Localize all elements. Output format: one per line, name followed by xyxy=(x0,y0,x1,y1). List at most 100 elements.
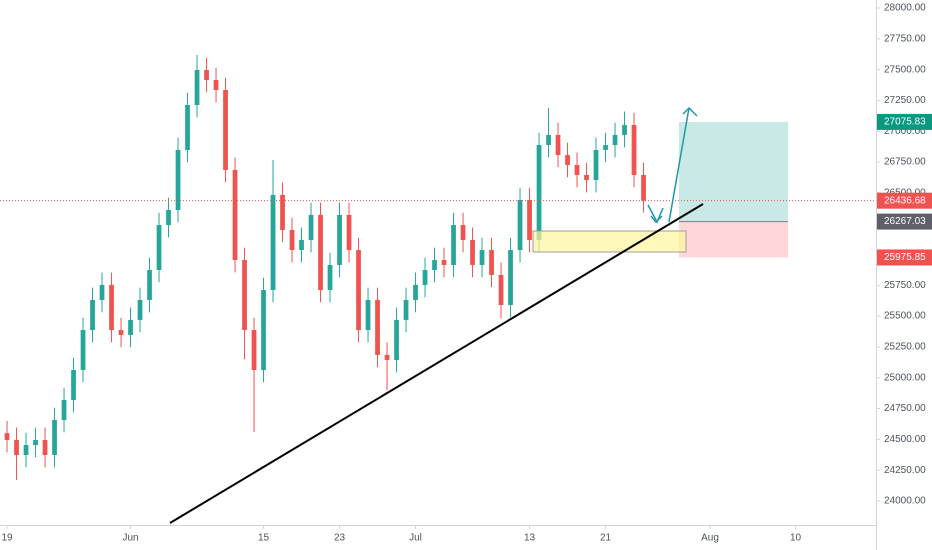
candle-body xyxy=(432,260,437,271)
candle-body xyxy=(242,260,247,331)
candle-body xyxy=(384,354,390,360)
candle-body xyxy=(593,149,599,181)
candle-body xyxy=(308,214,314,240)
target-zone xyxy=(679,121,788,222)
candle-body xyxy=(356,250,361,331)
candle-body xyxy=(280,194,285,230)
candle-body xyxy=(546,134,551,146)
x-tick-label: 21 xyxy=(600,533,612,544)
candle-body xyxy=(413,284,418,300)
candle-body xyxy=(261,289,266,370)
candle-body xyxy=(441,260,447,265)
price-label-box xyxy=(877,213,932,230)
drawings xyxy=(679,121,788,258)
candles xyxy=(0,54,876,481)
price-label-box xyxy=(877,249,932,266)
x-tick-label: 15 xyxy=(258,533,270,544)
price-label: 26436.68 xyxy=(884,195,926,206)
y-tick-label: 25500.00 xyxy=(884,311,926,322)
candle-body xyxy=(14,439,19,455)
candle-body xyxy=(508,250,513,306)
candle-body xyxy=(603,145,608,150)
candle-body xyxy=(498,274,504,306)
candle-body xyxy=(61,400,67,420)
y-tick-label: 25250.00 xyxy=(884,342,926,353)
candle-body xyxy=(536,145,542,240)
candle-body xyxy=(194,70,200,105)
candle-body xyxy=(641,175,646,201)
y-tick-label: 24000.00 xyxy=(884,496,926,507)
x-tick-label: 23 xyxy=(334,533,346,544)
candle-body xyxy=(223,89,228,170)
arrow-down xyxy=(647,204,664,224)
trendline xyxy=(169,203,704,524)
candle-body xyxy=(489,250,494,275)
candle-body xyxy=(80,330,86,370)
x-tick-label: 19 xyxy=(1,533,13,544)
candle-body xyxy=(137,299,143,320)
y-tick-label: 26750.00 xyxy=(884,157,926,168)
arrow-head xyxy=(682,106,698,117)
candle-body xyxy=(470,239,475,265)
candle-body xyxy=(565,155,570,166)
candle-body xyxy=(156,225,162,271)
candle-body xyxy=(631,124,637,175)
y-tick-label: 27750.00 xyxy=(884,33,926,44)
candle-body xyxy=(517,200,523,251)
candle-body xyxy=(42,439,48,455)
x-tick-label: Jun xyxy=(122,533,138,544)
candle-body xyxy=(52,420,57,455)
x-tick-label: Aug xyxy=(701,533,719,544)
price-label-box xyxy=(877,113,932,130)
x-tick-label: 13 xyxy=(524,533,536,544)
overlay xyxy=(169,106,704,524)
candle-body xyxy=(327,264,333,290)
demand-zone xyxy=(532,230,687,253)
candle-body xyxy=(422,270,428,285)
candle-body xyxy=(166,210,171,226)
candle-body xyxy=(346,214,352,251)
y-tick-label: 25000.00 xyxy=(884,372,926,383)
candle-body xyxy=(365,299,371,331)
y-tick-label: 24750.00 xyxy=(884,403,926,414)
candle-body xyxy=(337,214,342,265)
candle-body xyxy=(451,225,456,265)
candle-body xyxy=(71,369,76,401)
candle-body xyxy=(555,134,561,156)
price-label: 26267.03 xyxy=(884,216,926,227)
candle-body xyxy=(33,439,38,446)
y-tick-label: 28000.00 xyxy=(884,3,926,14)
candle-body xyxy=(118,330,124,335)
arrow-up xyxy=(668,107,690,223)
candle-body xyxy=(185,105,190,150)
candle-body xyxy=(622,124,627,135)
y-tick-label: 25750.00 xyxy=(884,280,926,291)
candle-body xyxy=(584,175,589,181)
axes: 24000.00 24250.00 24500.00 24750.00 25000.00… xyxy=(1,3,932,544)
y-tick-label: 27000.00 xyxy=(884,126,926,137)
stop-zone xyxy=(679,221,788,258)
candle-body xyxy=(213,79,219,90)
price-label-box xyxy=(877,192,932,209)
candle-body xyxy=(574,165,580,175)
candle-body xyxy=(147,270,152,300)
x-tick-label: Jul xyxy=(409,533,422,544)
candle-body xyxy=(612,134,618,146)
candle-body xyxy=(128,319,133,335)
candle-body xyxy=(175,149,181,210)
candle-body xyxy=(318,214,323,290)
candle-body xyxy=(299,239,304,251)
y-tick-label: 27250.00 xyxy=(884,95,926,106)
y-tick-label: 27500.00 xyxy=(884,64,926,75)
candle-body xyxy=(4,433,10,440)
candle-body xyxy=(251,330,257,370)
y-tick-label: 24250.00 xyxy=(884,465,926,476)
candle-body xyxy=(527,200,532,240)
candle-body xyxy=(90,299,95,331)
arrow-head xyxy=(650,215,663,224)
candle-body xyxy=(23,445,29,455)
price-label: 27075.83 xyxy=(884,117,926,128)
candle-body xyxy=(403,299,409,320)
